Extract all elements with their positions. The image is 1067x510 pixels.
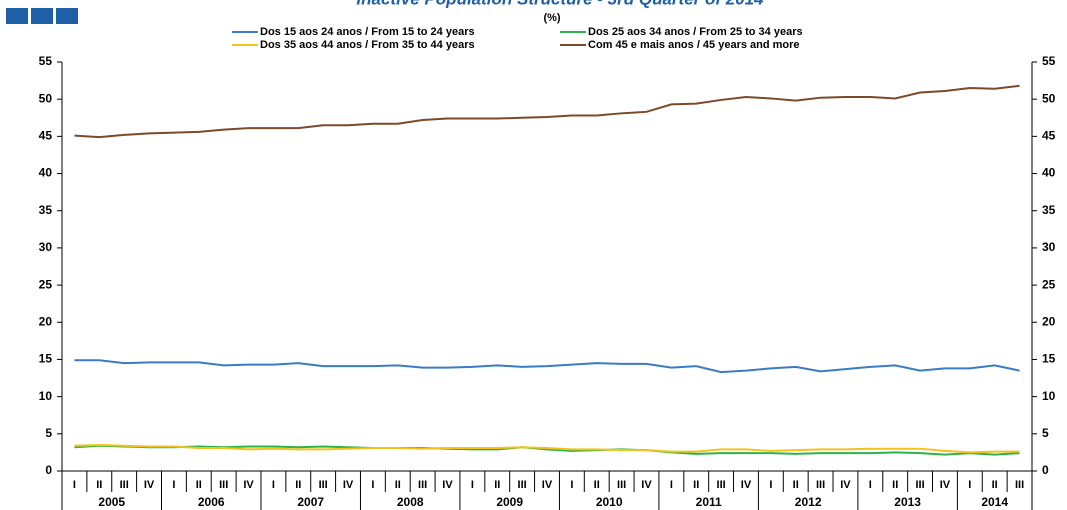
x-tick-label: IV [442, 479, 453, 491]
x-tick-label: III [617, 479, 626, 491]
series-line [74, 84, 1020, 139]
y2-tick-label: 20 [1042, 314, 1056, 328]
y-tick-label: 15 [39, 352, 53, 366]
legend-label: Dos 35 aos 44 anos / From 35 to 44 years [260, 39, 475, 51]
x-tick-label: II [892, 479, 898, 491]
x-tick-label: IV [840, 479, 851, 491]
x-tick-label: III [1015, 479, 1024, 491]
y2-tick-label: 35 [1042, 203, 1056, 217]
x-tick-label: II [793, 479, 799, 491]
x-tick-label: I [968, 479, 971, 491]
x-tick-label: IV [940, 479, 951, 491]
y-tick-label: 35 [39, 203, 53, 217]
y-tick-label: 10 [39, 389, 53, 403]
x-tick-label: I [769, 479, 772, 491]
x-tick-label: IV [641, 479, 652, 491]
x-tick-label: I [570, 479, 573, 491]
legend-label: Com 45 e mais anos / 45 years and more [588, 39, 800, 51]
legend-label: Dos 25 aos 34 anos / From 25 to 34 years [588, 26, 803, 38]
x-tick-label: II [992, 479, 998, 491]
legend-label: Dos 15 aos 24 anos / From 15 to 24 years [260, 26, 475, 38]
y2-tick-label: 40 [1042, 166, 1056, 180]
x-tick-label: I [272, 479, 275, 491]
y-tick-label: 5 [45, 426, 52, 440]
series-line [74, 359, 1020, 374]
x-tick-label: III [219, 479, 228, 491]
y-tick-label: 25 [39, 277, 53, 291]
x-tick-label: I [172, 479, 175, 491]
x-tick-label: II [96, 479, 102, 491]
y-tick-label: 20 [39, 314, 53, 328]
y-tick-label: 30 [39, 240, 53, 254]
year-label: 2006 [198, 495, 225, 509]
y-tick-label: 55 [39, 54, 53, 68]
x-tick-label: III [418, 479, 427, 491]
x-tick-label: II [395, 479, 401, 491]
x-tick-label: II [196, 479, 202, 491]
series-line [74, 443, 1020, 454]
x-tick-label: IV [144, 479, 155, 491]
y2-tick-label: 45 [1042, 129, 1056, 143]
y2-tick-label: 5 [1042, 426, 1049, 440]
y-tick-label: 45 [39, 129, 53, 143]
x-tick-label: I [869, 479, 872, 491]
y2-tick-label: 0 [1042, 463, 1049, 477]
y2-tick-label: 25 [1042, 277, 1056, 291]
year-label: 2007 [297, 495, 324, 509]
x-tick-label: II [295, 479, 301, 491]
x-tick-label: II [494, 479, 500, 491]
y2-tick-label: 15 [1042, 352, 1056, 366]
year-label: 2014 [981, 495, 1008, 509]
y-tick-label: 0 [45, 463, 52, 477]
y2-tick-label: 55 [1042, 54, 1056, 68]
x-tick-label: III [717, 479, 726, 491]
x-tick-label: III [915, 479, 924, 491]
y-tick-label: 50 [39, 91, 53, 105]
x-tick-label: II [693, 479, 699, 491]
x-tick-label: II [594, 479, 600, 491]
chart-title: Inactive Population Structure - 3rd Quar… [356, 0, 764, 8]
year-label: 2013 [894, 495, 921, 509]
x-tick-label: I [73, 479, 76, 491]
y-tick-label: 40 [39, 166, 53, 180]
x-tick-label: IV [343, 479, 354, 491]
x-tick-label: I [471, 479, 474, 491]
y2-tick-label: 10 [1042, 389, 1056, 403]
x-tick-label: IV [542, 479, 553, 491]
year-label: 2012 [795, 495, 822, 509]
year-label: 2011 [696, 495, 722, 509]
x-tick-label: I [371, 479, 374, 491]
x-tick-label: IV [243, 479, 254, 491]
year-label: 2005 [98, 495, 125, 509]
x-tick-label: III [120, 479, 129, 491]
x-tick-label: III [816, 479, 825, 491]
x-tick-label: I [670, 479, 673, 491]
series-line [74, 444, 1020, 456]
x-tick-label: III [319, 479, 328, 491]
x-tick-label: IV [741, 479, 752, 491]
logo [6, 8, 78, 24]
chart-subtitle: (%) [543, 12, 560, 24]
y2-tick-label: 50 [1042, 91, 1056, 105]
year-label: 2010 [596, 495, 623, 509]
year-label: 2009 [496, 495, 523, 509]
year-label: 2008 [397, 495, 424, 509]
y2-tick-label: 30 [1042, 240, 1056, 254]
x-tick-label: III [518, 479, 527, 491]
